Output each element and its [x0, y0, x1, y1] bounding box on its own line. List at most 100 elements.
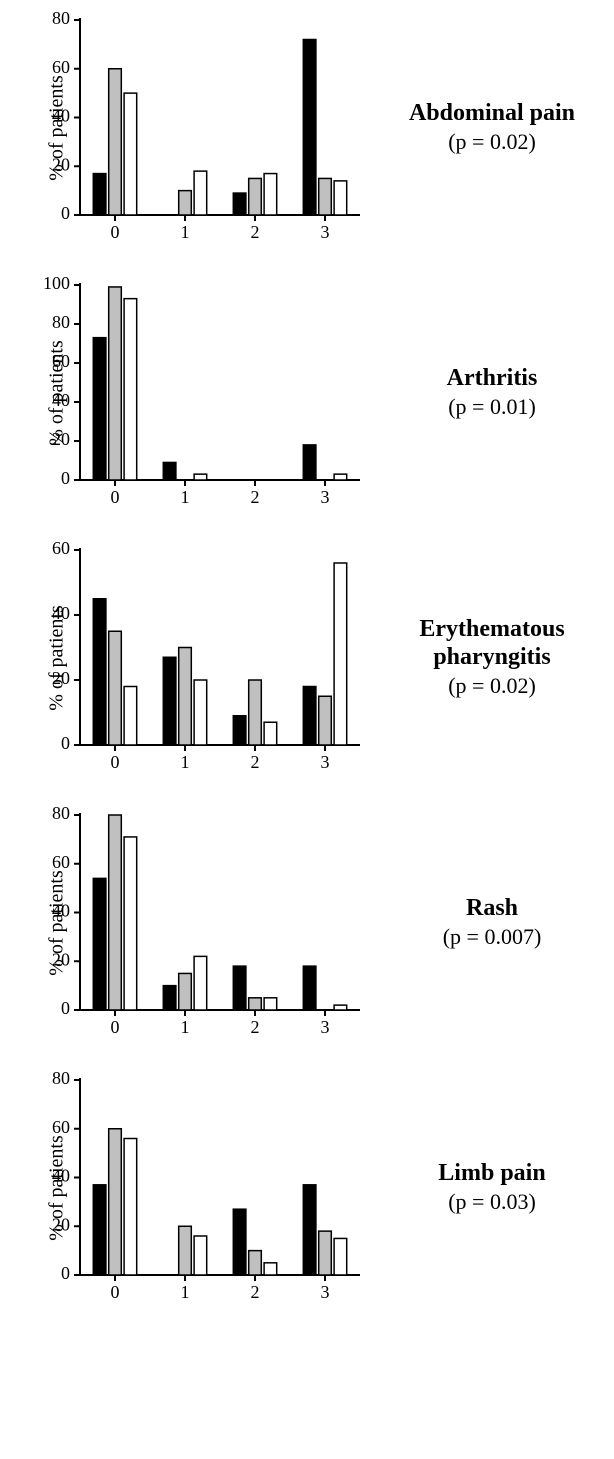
y-axis-label: % of patients — [45, 75, 68, 181]
x-tick-label: 3 — [321, 752, 330, 772]
panel-title: Rash — [380, 895, 604, 923]
x-tick-label: 1 — [181, 1282, 190, 1302]
bar — [334, 474, 347, 480]
bar — [93, 338, 106, 480]
y-axis-label: % of patients — [45, 1135, 68, 1241]
x-tick-label: 3 — [321, 1017, 330, 1037]
bar — [303, 445, 316, 480]
y-tick-label: 100 — [43, 275, 70, 293]
chart-panel: % of patients0204060801000123Arthritis(p… — [10, 275, 604, 510]
bar — [303, 1185, 316, 1275]
bar — [303, 687, 316, 746]
panel-title: Erythematous pharyngitis — [380, 616, 604, 671]
bar — [179, 191, 192, 215]
bar — [194, 474, 207, 480]
bar — [233, 193, 246, 215]
y-tick-label: 80 — [52, 10, 70, 28]
x-tick-label: 2 — [251, 752, 260, 772]
panel-label: Abdominal pain(p = 0.02) — [370, 100, 604, 156]
x-tick-label: 1 — [181, 1017, 190, 1037]
x-tick-label: 3 — [321, 1282, 330, 1302]
x-tick-label: 1 — [181, 487, 190, 507]
y-tick-label: 0 — [61, 998, 70, 1018]
panel-p-value: (p = 0.007) — [380, 924, 604, 950]
chart-panel: % of patients0204060800123Abdominal pain… — [10, 10, 604, 245]
bar — [93, 174, 106, 215]
bar — [319, 1231, 332, 1275]
bar — [319, 178, 332, 215]
panel-label: Rash(p = 0.007) — [370, 895, 604, 951]
bar — [249, 680, 262, 745]
bar — [264, 998, 277, 1010]
bar — [109, 631, 122, 745]
bar — [233, 716, 246, 745]
bar — [93, 599, 106, 745]
x-tick-label: 1 — [181, 222, 190, 242]
panel-label: Limb pain(p = 0.03) — [370, 1160, 604, 1216]
x-tick-label: 0 — [111, 1282, 120, 1302]
x-tick-label: 0 — [111, 487, 120, 507]
y-axis-label: % of patients — [45, 870, 68, 976]
y-tick-label: 80 — [52, 1070, 70, 1088]
bar — [249, 998, 262, 1010]
bar — [334, 563, 347, 745]
y-tick-label: 80 — [52, 312, 70, 332]
bar — [264, 174, 277, 215]
y-tick-label: 0 — [61, 203, 70, 223]
bar — [264, 722, 277, 745]
x-tick-label: 0 — [111, 1017, 120, 1037]
bar — [124, 1139, 137, 1276]
x-tick-label: 3 — [321, 222, 330, 242]
panel-p-value: (p = 0.01) — [380, 394, 604, 420]
bar — [334, 1005, 347, 1010]
y-tick-label: 0 — [61, 733, 70, 753]
x-tick-label: 0 — [111, 752, 120, 772]
panel-p-value: (p = 0.02) — [380, 129, 604, 155]
panel-p-value: (p = 0.03) — [380, 1189, 604, 1215]
panel-title: Limb pain — [380, 1160, 604, 1188]
y-tick-label: 80 — [52, 805, 70, 823]
panel-title: Abdominal pain — [380, 100, 604, 128]
chart-area: % of patients0204060800123 — [10, 1070, 370, 1305]
bar — [93, 878, 106, 1010]
bar — [249, 178, 262, 215]
bar — [249, 1251, 262, 1275]
chart-panel: % of patients0204060800123Rash(p = 0.007… — [10, 805, 604, 1040]
chart-panel: % of patients02040600123Erythematous pha… — [10, 540, 604, 775]
bar — [303, 40, 316, 216]
bar — [264, 1263, 277, 1275]
bar — [124, 299, 137, 480]
chart-panel: % of patients0204060800123Limb pain(p = … — [10, 1070, 604, 1305]
panel-p-value: (p = 0.02) — [380, 673, 604, 699]
y-tick-label: 0 — [61, 468, 70, 488]
bar — [179, 973, 192, 1010]
bar — [303, 966, 316, 1010]
bar — [194, 680, 207, 745]
bar — [179, 1226, 192, 1275]
panel-title: Arthritis — [380, 365, 604, 393]
y-axis-label: % of patients — [45, 605, 68, 711]
bar — [93, 1185, 106, 1275]
bar — [179, 648, 192, 746]
chart-area: % of patients0204060800123 — [10, 10, 370, 245]
bar — [163, 462, 176, 480]
bar — [109, 1129, 122, 1275]
x-tick-label: 2 — [251, 1282, 260, 1302]
bar — [109, 815, 122, 1010]
x-tick-label: 2 — [251, 1017, 260, 1037]
y-tick-label: 0 — [61, 1263, 70, 1283]
bar — [233, 1209, 246, 1275]
chart-area: % of patients0204060800123 — [10, 805, 370, 1040]
x-tick-label: 0 — [111, 222, 120, 242]
bar — [194, 956, 207, 1010]
bar — [163, 986, 176, 1010]
panel-label: Erythematous pharyngitis(p = 0.02) — [370, 616, 604, 699]
bar — [163, 657, 176, 745]
x-tick-label: 1 — [181, 752, 190, 772]
bar — [233, 966, 246, 1010]
y-tick-label: 60 — [52, 540, 70, 558]
bar — [109, 287, 122, 480]
x-tick-label: 2 — [251, 222, 260, 242]
bar — [334, 1238, 347, 1275]
bar — [319, 696, 332, 745]
